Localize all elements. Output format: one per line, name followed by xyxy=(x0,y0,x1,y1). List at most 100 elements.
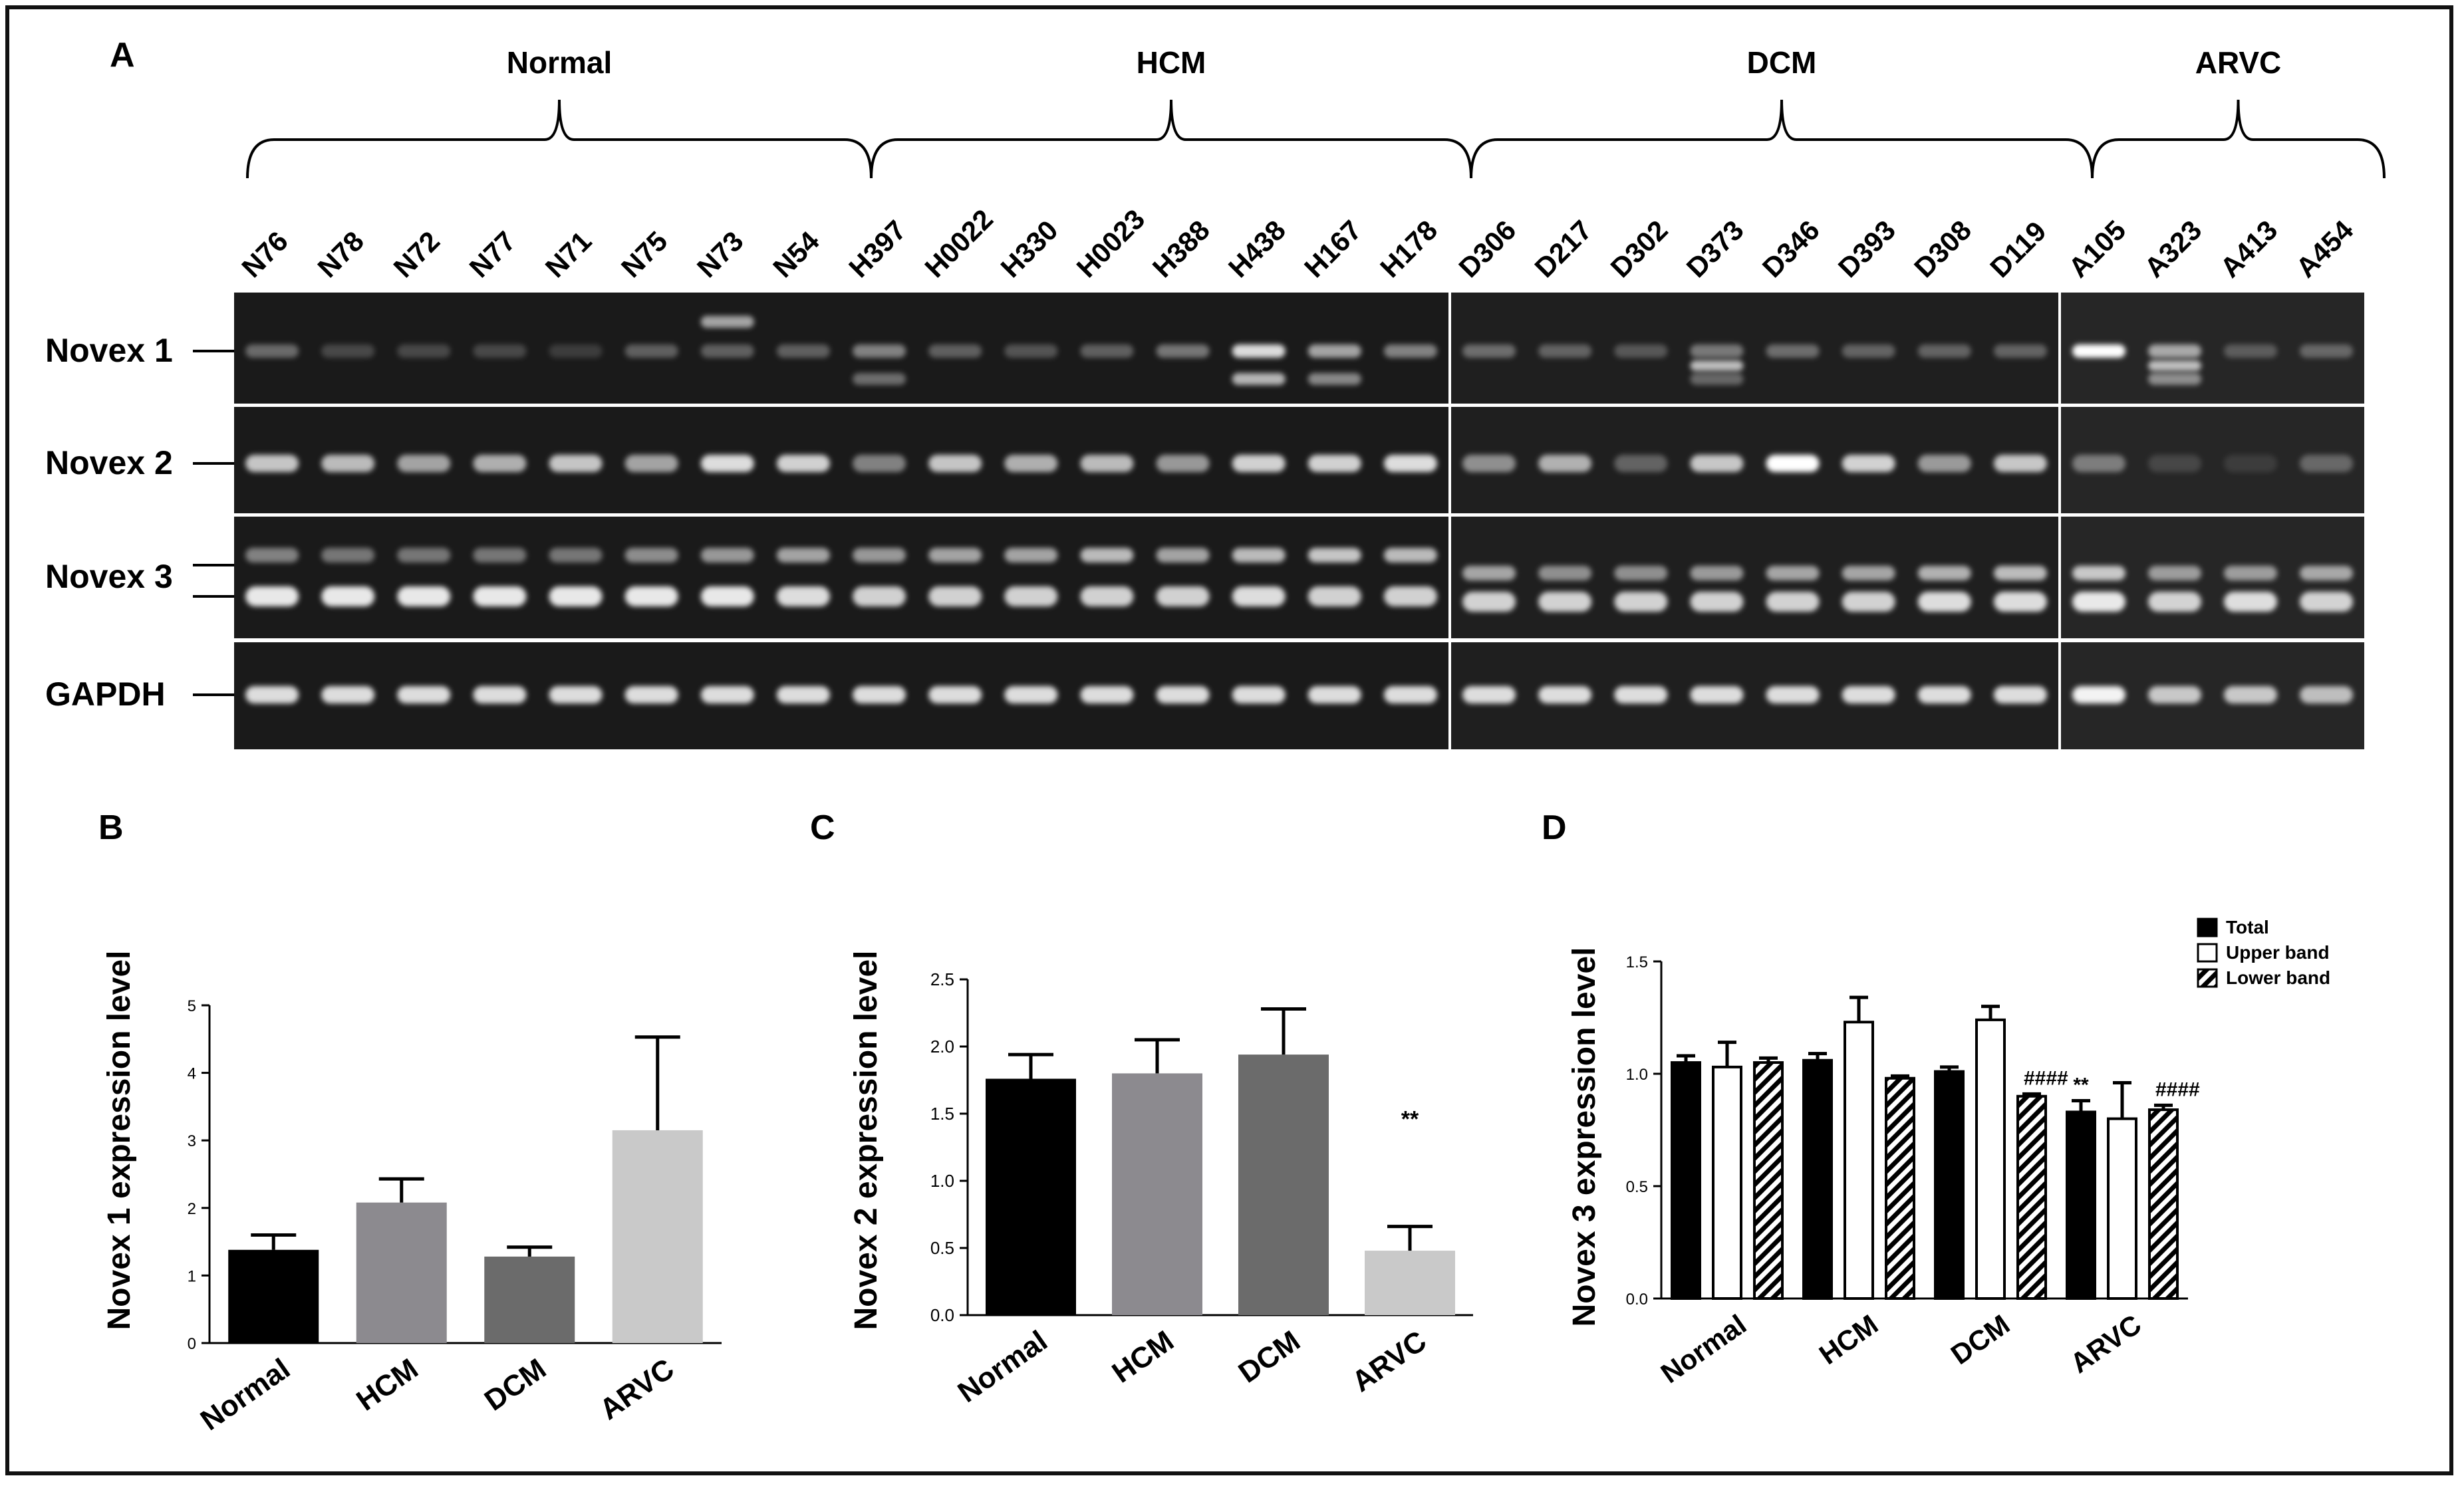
bar xyxy=(2107,1117,2137,1300)
gel-band xyxy=(245,686,299,703)
lane-label: H388 xyxy=(1147,214,1216,283)
gel-band xyxy=(1690,592,1744,612)
gel-band xyxy=(2224,455,2277,472)
lane-label: H178 xyxy=(1374,214,1443,283)
gel-band xyxy=(2072,344,2125,358)
y-tick-label: 0.0 xyxy=(930,1305,954,1325)
gel-band xyxy=(1080,686,1134,703)
gel-band xyxy=(1307,548,1361,562)
gel-band xyxy=(2072,592,2125,612)
x-tick-label: Normal xyxy=(1655,1308,1752,1389)
gel-band xyxy=(1232,586,1286,606)
gel-band xyxy=(1383,586,1437,606)
gel-band xyxy=(1917,344,1971,358)
row-label: Novex 1 xyxy=(45,332,173,369)
gel-band xyxy=(2072,566,2125,580)
bar xyxy=(1885,1076,1915,1300)
lane-label: N73 xyxy=(691,225,750,284)
bar xyxy=(2148,1108,2179,1300)
gel-band xyxy=(1004,686,1058,703)
gel-band xyxy=(776,686,830,703)
legend-label: Lower band xyxy=(2226,967,2330,988)
gel-band xyxy=(397,548,451,562)
gel-band xyxy=(700,455,754,472)
bar xyxy=(2016,1094,2047,1300)
gel-band xyxy=(700,586,754,606)
bar xyxy=(1934,1070,1965,1300)
gel-band xyxy=(1307,586,1361,606)
gel-band xyxy=(1538,455,1592,472)
significance-label: #### xyxy=(2024,1067,2068,1089)
gel-band xyxy=(1993,455,2047,472)
gel-band xyxy=(1080,344,1134,358)
gel-band xyxy=(1080,548,1134,562)
gel-band xyxy=(321,455,375,472)
lane-label: H397 xyxy=(843,214,912,283)
gel-band xyxy=(1690,360,1744,371)
gel-band xyxy=(1842,455,1895,472)
gel-band xyxy=(1842,566,1895,580)
gel-band xyxy=(245,586,299,606)
lane-label: A413 xyxy=(2214,214,2283,283)
gel-band xyxy=(853,373,906,385)
gel-band xyxy=(473,586,527,606)
group-bracket xyxy=(2091,99,2386,179)
lane-label: N78 xyxy=(311,225,370,284)
gel-band xyxy=(776,548,830,562)
gel-band xyxy=(1917,686,1971,703)
gel-band xyxy=(700,686,754,703)
panel-d-chart: D 0.0 0.5 1.0 1.5 Novex 3 expression level Nor… xyxy=(1542,808,2330,1389)
lane-label: A454 xyxy=(2290,214,2360,284)
y-tick-label: 1.5 xyxy=(930,1104,954,1124)
bar xyxy=(1712,1065,1742,1300)
lane-label: N54 xyxy=(767,225,825,283)
bar xyxy=(1365,1251,1455,1315)
gel-band xyxy=(549,586,603,606)
gel-band xyxy=(1004,548,1058,562)
lane-label: N71 xyxy=(539,225,598,284)
gel-band xyxy=(2148,686,2201,703)
gel-band xyxy=(1993,592,2047,612)
gel-band xyxy=(1383,686,1437,703)
x-tick-label: ARVC xyxy=(2064,1308,2147,1379)
gel-band xyxy=(2148,592,2201,612)
gel-band xyxy=(1307,344,1361,358)
gel-band xyxy=(1307,686,1361,703)
gel-band xyxy=(321,586,375,606)
gel-band xyxy=(321,686,375,703)
group-bracket xyxy=(246,99,873,179)
legend-label: Upper band xyxy=(2226,942,2330,963)
gel-band xyxy=(245,344,299,358)
x-tick-label: DCM xyxy=(1945,1308,2015,1370)
gel-band xyxy=(1690,373,1744,385)
lane-label: D302 xyxy=(1604,214,1673,283)
gel-band xyxy=(2148,344,2201,358)
lane-label: D119 xyxy=(1984,215,2052,284)
y-tick-label: 3 xyxy=(188,1132,196,1150)
gel-band xyxy=(1993,566,2047,580)
gel-band xyxy=(473,548,527,562)
gel-band xyxy=(1538,566,1592,580)
y-tick-label: 1.5 xyxy=(1626,953,1648,971)
group-label: ARVC xyxy=(2195,45,2282,80)
gel-band xyxy=(776,586,830,606)
bar xyxy=(2066,1110,2096,1300)
x-tick-label: ARVC xyxy=(594,1352,680,1426)
gel-band xyxy=(853,455,906,472)
gel-band xyxy=(2300,592,2353,612)
row-label: Novex 3 xyxy=(45,558,173,595)
gel-band xyxy=(2224,566,2277,580)
bar xyxy=(1238,1054,1329,1315)
legend-label: Total xyxy=(2226,917,2269,937)
gel-band xyxy=(1462,344,1516,358)
gel-band xyxy=(1232,455,1286,472)
x-tick-label: HCM xyxy=(1107,1324,1180,1390)
gel-band xyxy=(1766,344,1820,358)
gel-band xyxy=(1307,455,1361,472)
lane-label: A323 xyxy=(2138,214,2207,283)
gel-band xyxy=(1232,548,1286,562)
y-tick-label: 5 xyxy=(188,997,196,1015)
gel-band xyxy=(2072,455,2125,472)
gel-band xyxy=(1766,455,1820,472)
